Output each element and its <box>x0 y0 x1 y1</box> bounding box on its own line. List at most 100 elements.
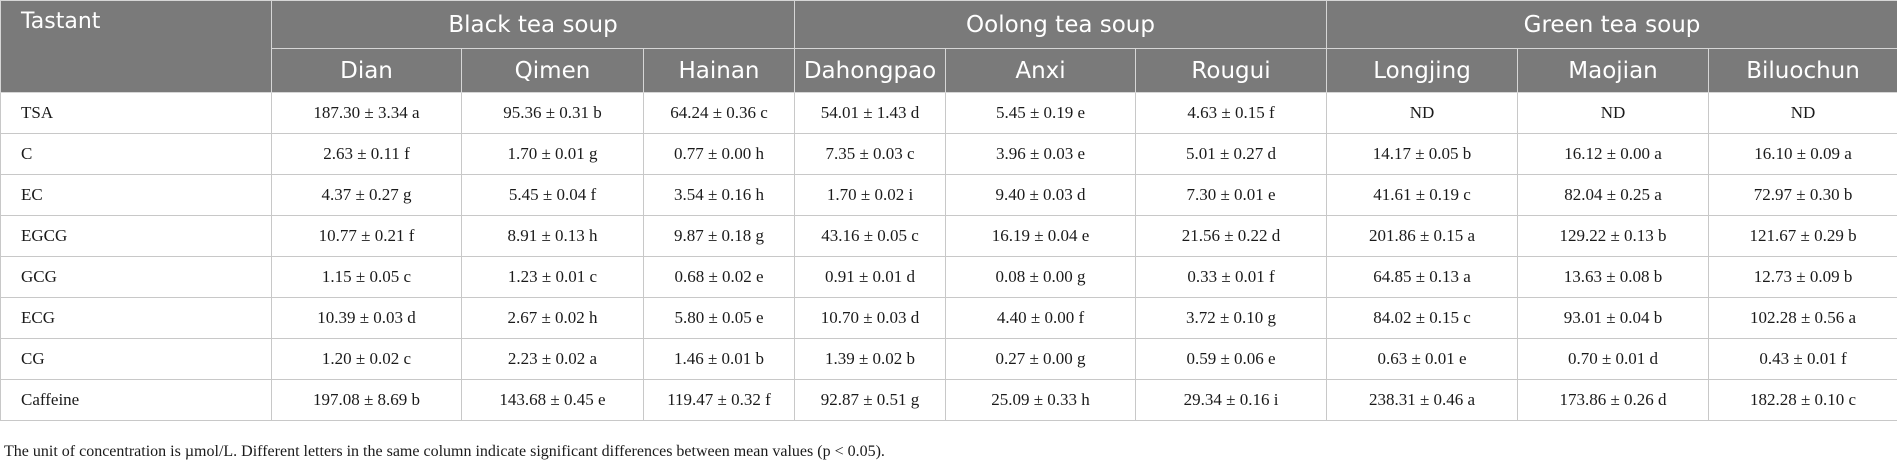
table-row: TSA 187.30 ± 3.34 a 95.36 ± 0.31 b 64.24 ± … <box>0 92 1897 134</box>
group-header: Green tea soup <box>1326 0 1897 49</box>
table-cell: 41.61 ± 0.19 c <box>1326 174 1519 216</box>
table-cell: 3.54 ± 0.16 h <box>642 174 796 216</box>
row-label: Caffeine <box>0 379 272 421</box>
table-cell: 84.02 ± 0.15 c <box>1326 297 1519 339</box>
table-cell: ND <box>1708 92 1897 134</box>
table-cell: 0.77 ± 0.00 h <box>642 133 796 175</box>
table-cell: 0.91 ± 0.01 d <box>794 256 947 298</box>
row-label: C <box>0 133 272 175</box>
column-header: Dahongpao <box>794 48 947 93</box>
table-cell: 0.63 ± 0.01 e <box>1326 338 1519 380</box>
table-cell: 5.01 ± 0.27 d <box>1135 133 1328 175</box>
table-cell: 0.33 ± 0.01 f <box>1135 256 1328 298</box>
table-cell: 1.15 ± 0.05 c <box>271 256 462 298</box>
table-cell: 43.16 ± 0.05 c <box>794 215 947 257</box>
table-cell: 13.63 ± 0.08 b <box>1517 256 1710 298</box>
table-cell: 0.43 ± 0.01 f <box>1708 338 1897 380</box>
group-header: Oolong tea soup <box>794 0 1328 49</box>
table-cell: 5.80 ± 0.05 e <box>642 297 796 339</box>
table-row: CG 1.20 ± 0.02 c 2.23 ± 0.02 a 1.46 ± 0.01 … <box>0 338 1897 380</box>
table-cell: 4.63 ± 0.15 f <box>1135 92 1328 134</box>
table-cell: 10.39 ± 0.03 d <box>271 297 462 339</box>
table-cell: 7.30 ± 0.01 e <box>1135 174 1328 216</box>
table-cell: 2.67 ± 0.02 h <box>461 297 644 339</box>
row-label: ECG <box>0 297 272 339</box>
table-cell: 2.63 ± 0.11 f <box>271 133 462 175</box>
table-cell: 93.01 ± 0.04 b <box>1517 297 1710 339</box>
table-cell: 92.87 ± 0.51 g <box>794 379 947 421</box>
row-label: CG <box>0 338 272 380</box>
group-header: Black tea soup <box>270 0 796 49</box>
row-label: TSA <box>0 92 272 134</box>
table-cell: 16.12 ± 0.00 a <box>1517 133 1710 175</box>
table-cell: 121.67 ± 0.29 b <box>1708 215 1897 257</box>
column-header: Biluochun <box>1708 48 1897 93</box>
table-cell: 14.17 ± 0.05 b <box>1326 133 1519 175</box>
table-cell: 1.23 ± 0.01 c <box>461 256 644 298</box>
group-header-row: Tastant Black tea soup Oolong tea soup Gre… <box>0 0 1897 93</box>
table-cell: 2.23 ± 0.02 a <box>461 338 644 380</box>
table-cell: 187.30 ± 3.34 a <box>271 92 462 134</box>
column-header: Rougui <box>1135 48 1328 93</box>
table-cell: 54.01 ± 1.43 d <box>794 92 947 134</box>
table-cell: 16.19 ± 0.04 e <box>945 215 1137 257</box>
table-cell: 119.47 ± 0.32 f <box>642 379 796 421</box>
table-cell: 0.59 ± 0.06 e <box>1135 338 1328 380</box>
table-cell: 29.34 ± 0.16 i <box>1135 379 1328 421</box>
table-cell: 201.86 ± 0.15 a <box>1326 215 1519 257</box>
table-row: ECG 10.39 ± 0.03 d 2.67 ± 0.02 h 5.80 ± 0.0… <box>0 297 1897 339</box>
column-header: Hainan <box>642 48 796 93</box>
table-cell: 3.96 ± 0.03 e <box>945 133 1137 175</box>
column-header: Dian <box>271 48 462 93</box>
table-cell: 1.20 ± 0.02 c <box>271 338 462 380</box>
table-cell: 8.91 ± 0.13 h <box>461 215 644 257</box>
table-cell: 5.45 ± 0.19 e <box>945 92 1137 134</box>
table-cell: 0.68 ± 0.02 e <box>642 256 796 298</box>
table-cell: 0.70 ± 0.01 d <box>1517 338 1710 380</box>
column-header: Qimen <box>461 48 644 93</box>
table-cell: 1.70 ± 0.01 g <box>461 133 644 175</box>
table-cell: 64.85 ± 0.13 a <box>1326 256 1519 298</box>
table-footnote: The unit of concentration is µmol/L. Dif… <box>4 443 885 460</box>
table-cell: 10.77 ± 0.21 f <box>271 215 462 257</box>
column-header: Anxi <box>945 48 1137 93</box>
table-row: Caffeine 197.08 ± 8.69 b 143.68 ± 0.45 e 11… <box>0 379 1897 421</box>
column-header: Longjing <box>1326 48 1519 93</box>
table-cell: 1.70 ± 0.02 i <box>794 174 947 216</box>
table-cell: 72.97 ± 0.30 b <box>1708 174 1897 216</box>
table-row: C 2.63 ± 0.11 f 1.70 ± 0.01 g 0.77 ± 0.00 h… <box>0 133 1897 175</box>
table-cell: 173.86 ± 0.26 d <box>1517 379 1710 421</box>
table-cell: 82.04 ± 0.25 a <box>1517 174 1710 216</box>
table-cell: 25.09 ± 0.33 h <box>945 379 1137 421</box>
column-header-row: Dian Qimen Hainan Dahongpao Anxi Rougui Longji… <box>1 48 1897 93</box>
table-cell: 21.56 ± 0.22 d <box>1135 215 1328 257</box>
table-cell: 4.37 ± 0.27 g <box>271 174 462 216</box>
table-cell: 238.31 ± 0.46 a <box>1326 379 1519 421</box>
table-cell: 10.70 ± 0.03 d <box>794 297 947 339</box>
table-cell: 9.40 ± 0.03 d <box>945 174 1137 216</box>
tastant-table: Tastant Black tea soup Oolong tea soup Gre… <box>0 0 1897 421</box>
table-cell: 12.73 ± 0.09 b <box>1708 256 1897 298</box>
row-label: GCG <box>0 256 272 298</box>
table-row: EGCG 10.77 ± 0.21 f 8.91 ± 0.13 h 9.87 ± 0.… <box>0 215 1897 257</box>
table-row: GCG 1.15 ± 0.05 c 1.23 ± 0.01 c 0.68 ± 0.02… <box>0 256 1897 298</box>
table-cell: 16.10 ± 0.09 a <box>1708 133 1897 175</box>
table-cell: 1.39 ± 0.02 b <box>794 338 947 380</box>
row-label: EGCG <box>0 215 272 257</box>
table-cell: ND <box>1326 92 1519 134</box>
table-cell: ND <box>1517 92 1710 134</box>
table-cell: 95.36 ± 0.31 b <box>461 92 644 134</box>
table-cell: 4.40 ± 0.00 f <box>945 297 1137 339</box>
column-header: Maojian <box>1517 48 1710 93</box>
table-cell: 197.08 ± 8.69 b <box>271 379 462 421</box>
table-cell: 3.72 ± 0.10 g <box>1135 297 1328 339</box>
table-cell: 5.45 ± 0.04 f <box>461 174 644 216</box>
tastant-header: Tastant <box>0 0 272 93</box>
table-cell: 143.68 ± 0.45 e <box>461 379 644 421</box>
table-cell: 102.28 ± 0.56 a <box>1708 297 1897 339</box>
table-header: Tastant Black tea soup Oolong tea soup Gre… <box>0 0 1897 93</box>
table-row: EC 4.37 ± 0.27 g 5.45 ± 0.04 f 3.54 ± 0.16 … <box>0 174 1897 216</box>
table-body: TSA 187.30 ± 3.34 a 95.36 ± 0.31 b 64.24 ± … <box>0 92 1897 421</box>
table-cell: 1.46 ± 0.01 b <box>642 338 796 380</box>
